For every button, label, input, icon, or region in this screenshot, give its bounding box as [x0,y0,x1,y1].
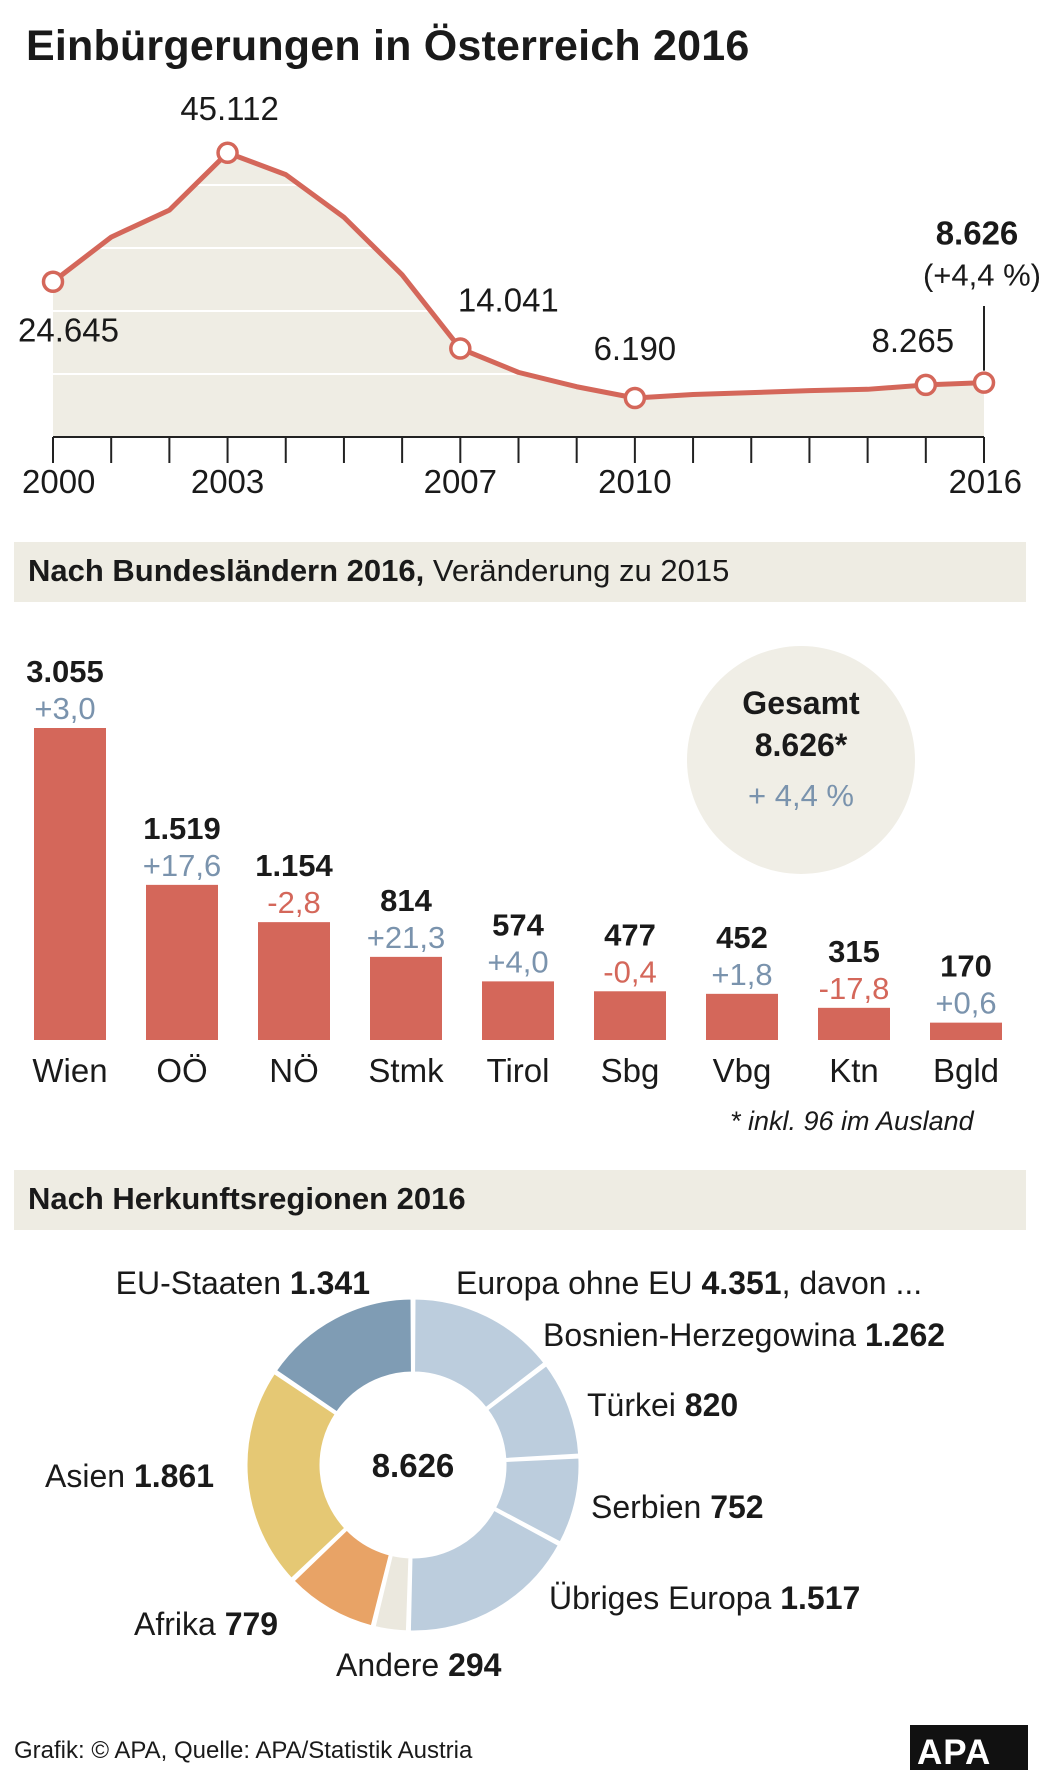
bar-category-label: Wien [32,1052,107,1089]
bar [482,981,554,1040]
total-value: 8.626* [755,727,848,763]
bar-change-label: -2,8 [267,885,320,920]
data-point-marker [216,141,239,165]
donut-slice-label: Afrika 779 [134,1606,278,1642]
series-line [50,150,987,401]
data-label: 8.265 [872,322,955,359]
data-point-marker [972,371,996,394]
donut-chart: 8.626 Bosnien-Herzegowina 1.262 Türkei 820… [45,1265,945,1683]
data-label: 45.112 [180,90,278,127]
source-footer: Grafik: © APA, Quelle: APA/Statistik Aus… [14,1737,473,1764]
bar-category-label: Tirol [487,1052,550,1089]
bar-change-label: +0,6 [935,986,996,1021]
bar-value-label: 477 [604,917,656,952]
bar-change-label: +4,0 [487,944,548,979]
bar-change-label: +3,0 [34,691,95,726]
donut-slice-label: Übriges Europa 1.517 [549,1580,860,1616]
bar-category-label: Sbg [601,1052,660,1089]
donut-slice-label: Andere 294 [336,1647,502,1683]
x-tick-label: 2010 [598,463,671,500]
section-header-herkunft: Nach Herkunftsregionen 2016 [14,1170,1026,1230]
bar-change-label: +17,6 [143,848,221,883]
bar-value-label: 1.154 [255,848,333,883]
bar-category-label: NÖ [269,1052,319,1089]
bar [930,1022,1002,1040]
bar-value-label: 170 [940,949,992,984]
bar-value-label: 814 [380,883,432,918]
total-change: + 4,4 % [748,778,854,813]
donut-slice [290,1526,393,1629]
bar-category-label: Bgld [933,1052,999,1089]
bar [370,956,442,1040]
bar-value-label: 3.055 [26,654,104,689]
area-fill [53,152,984,437]
line-chart: 2000 2003 2007 2010 2016 24.645 45.112 14.041 6.… [18,90,1040,500]
donut-slice-label: Bosnien-Herzegowina 1.262 [543,1317,945,1353]
donut-center-label: 8.626 [372,1447,455,1484]
bar-value-label: 315 [828,934,880,969]
bar-value-label: 574 [492,907,544,942]
section-header-bundeslaender: Nach Bundesländern 2016, Veränderung zu … [14,542,1026,602]
footnote: * inkl. 96 im Ausland [730,1106,974,1136]
x-tick-label: 2007 [424,463,497,500]
donut-slice-label: EU-Staaten 1.341 [116,1265,370,1301]
donut-slice [492,1455,582,1546]
data-sublabel: (+4,4 %) [923,258,1040,293]
x-tick-label: 2003 [191,463,264,500]
bar-category-label: Ktn [829,1052,879,1089]
bar-category-label: OÖ [156,1052,207,1089]
bar-change-label: -0,4 [603,954,656,989]
x-tick-label: 2000 [22,463,95,500]
data-point-marker [623,386,647,410]
bar-value-label: 1.519 [143,811,221,846]
donut-slice-label: Asien 1.861 [45,1458,214,1494]
total-circle [687,646,915,874]
x-tick-label: 2016 [949,463,1022,500]
donut-slice-label: Türkei 820 [587,1387,738,1423]
page-title: Einbürgerungen in Österreich 2016 [26,22,750,70]
total-title: Gesamt [742,685,860,721]
data-label: 14.041 [458,282,559,319]
data-point-marker [41,270,65,293]
bar-category-label: Vbg [713,1052,772,1089]
bar [594,991,666,1040]
donut-slice [484,1362,582,1462]
bar-change-label: -17,8 [819,971,890,1006]
bar [818,1007,890,1040]
apa-logo [910,1725,1028,1770]
donut-slice-label: Serbien 752 [591,1489,764,1525]
bar-change-label: +21,3 [367,920,445,955]
bar [258,922,330,1040]
donut-slice [244,1370,349,1582]
donut-slice [407,1507,562,1634]
section-title-herkunft: Nach Herkunftsregionen 2016 [28,1181,466,1216]
data-label: 6.190 [594,330,677,367]
bar-chart: 3.055+3,0Wien1.519+17,6OÖ1.154-2,8NÖ814+… [26,646,1002,1089]
bar [34,728,106,1040]
donut-group-label: Europa ohne EU 4.351, davon ... [456,1265,922,1301]
bar-change-label: +1,8 [711,957,772,992]
donut-slice [412,1296,548,1411]
apa-logo-text: APA [917,1733,992,1772]
bar [146,884,218,1040]
data-label: 24.645 [18,312,119,349]
section-title-bundeslaender: Nach Bundesländern 2016, Veränderung zu … [28,553,730,588]
bar [706,993,778,1040]
bar-value-label: 452 [716,920,768,955]
data-point-marker [449,337,472,360]
donut-slice [273,1296,414,1416]
data-label: 8.626 [936,215,1019,252]
data-point-marker [914,373,938,397]
bar-category-label: Stmk [368,1052,444,1089]
